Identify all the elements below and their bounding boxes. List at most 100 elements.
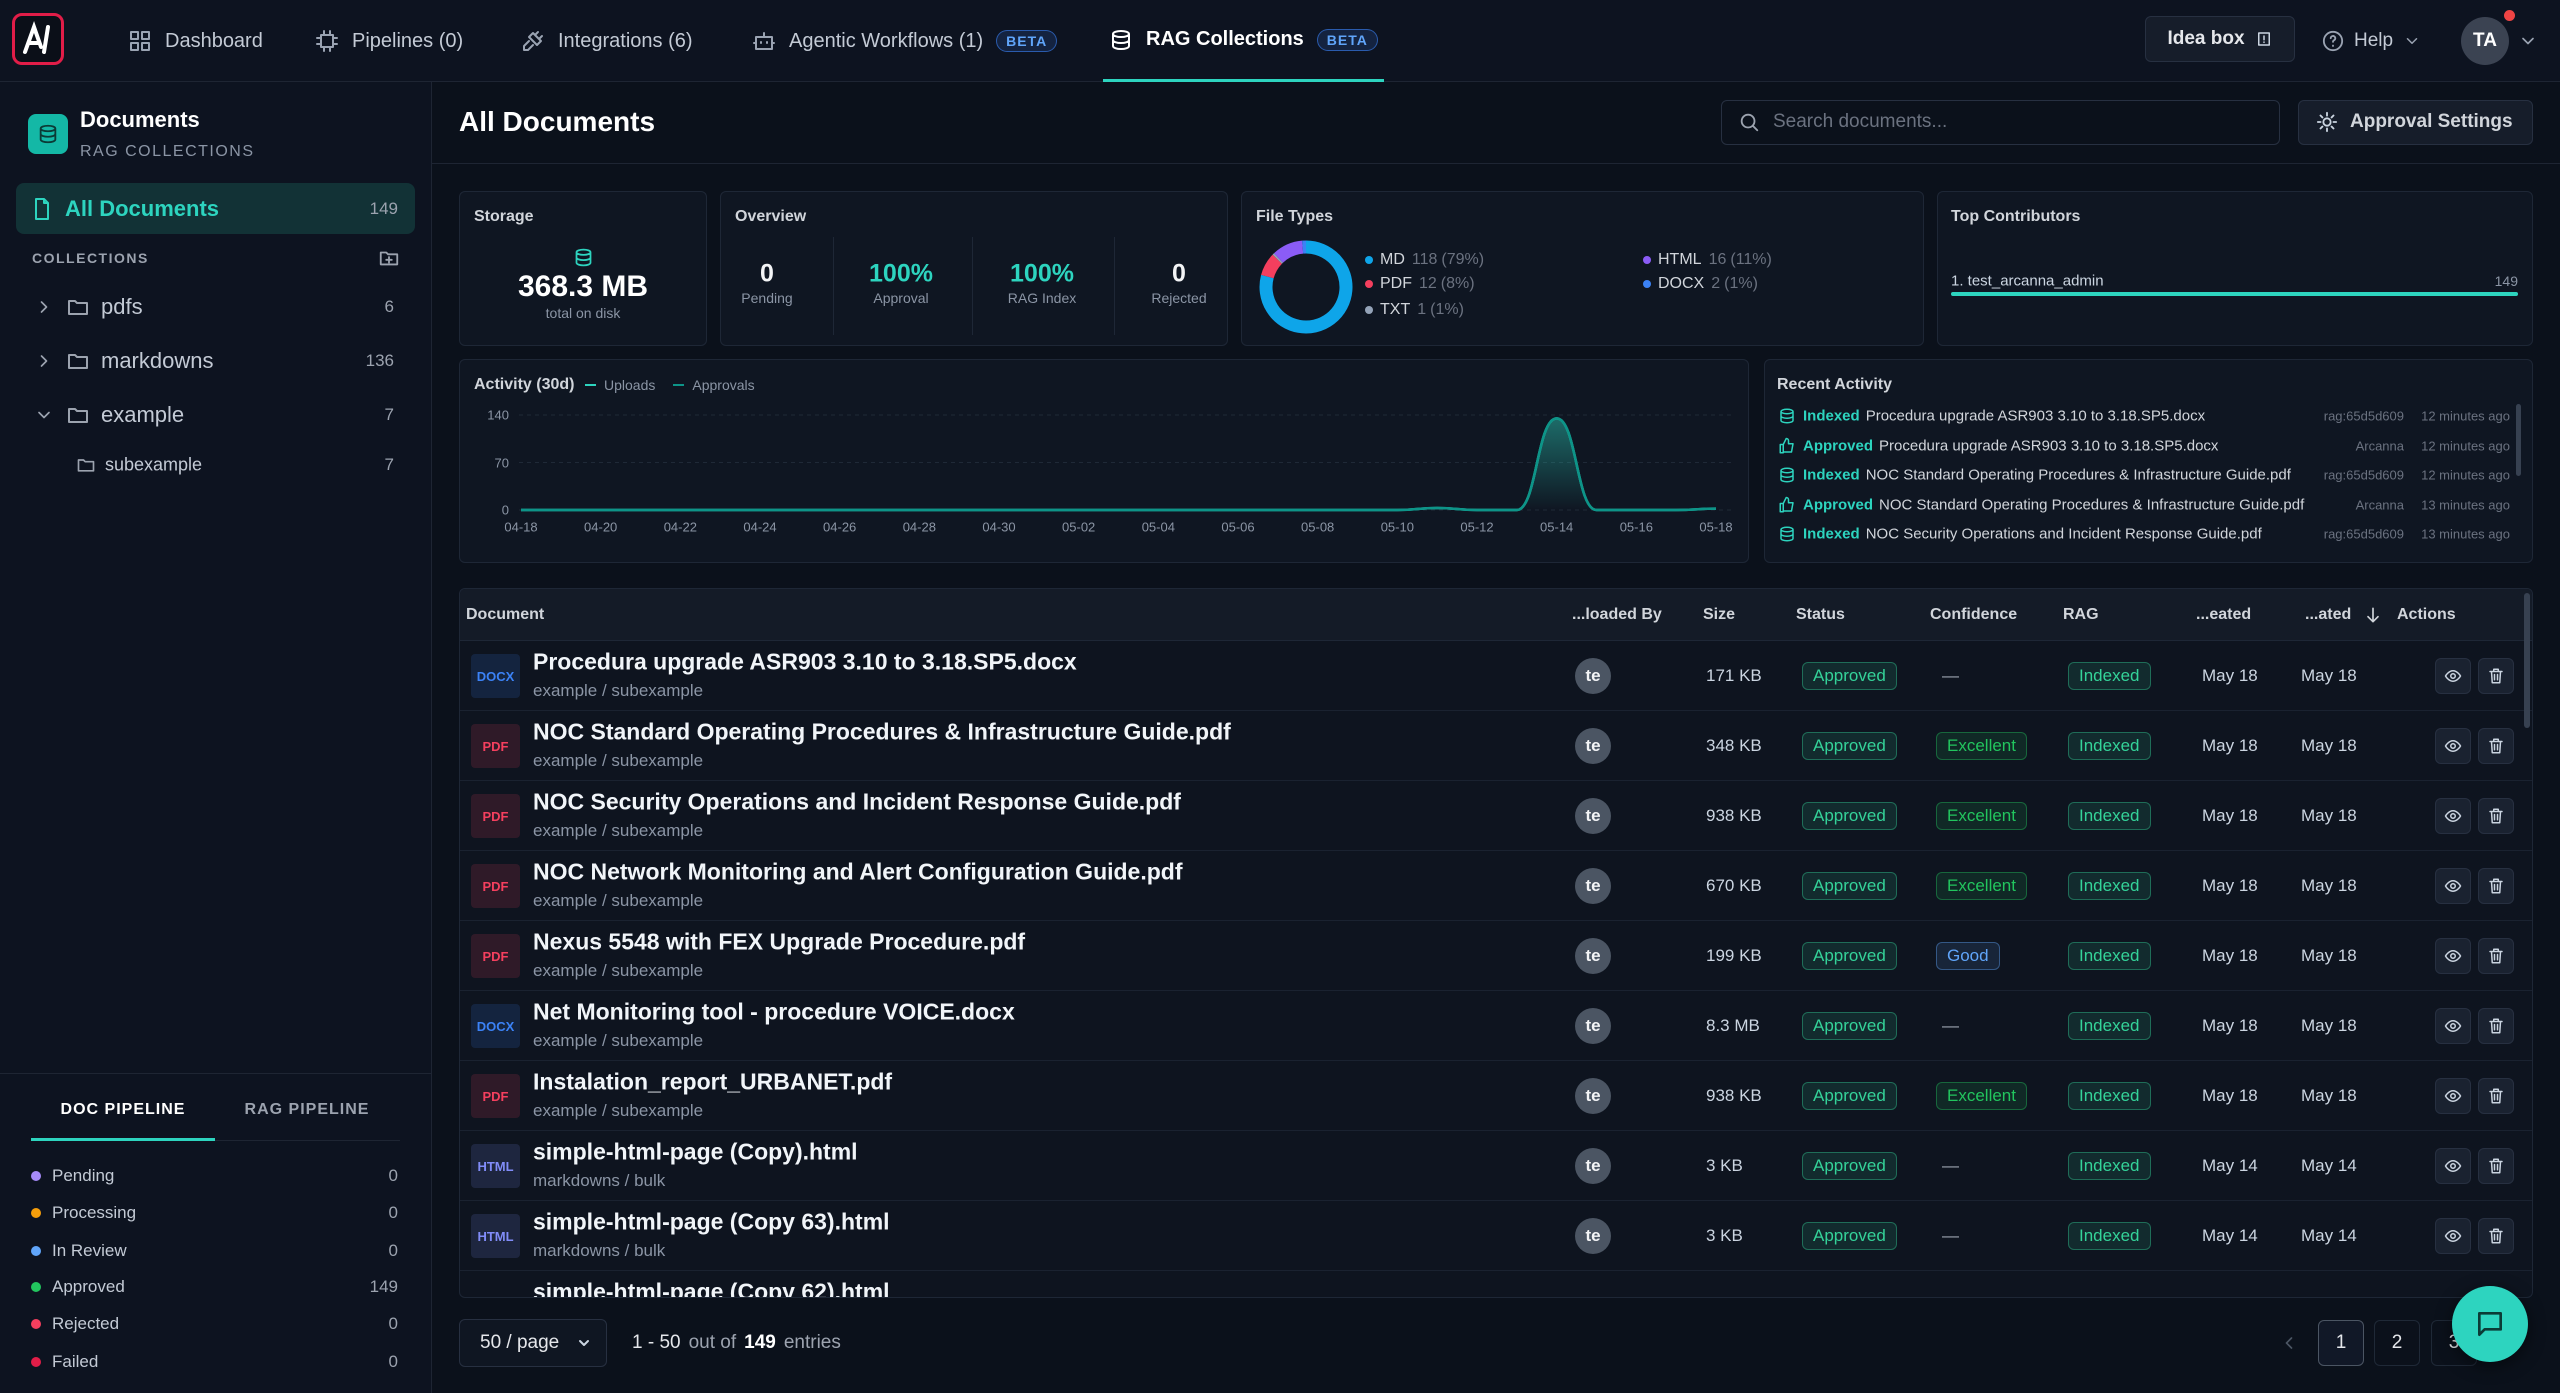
view-button[interactable] <box>2435 868 2471 904</box>
eye-icon <box>2444 810 2462 822</box>
page-button[interactable]: 1 <box>2318 1320 2364 1366</box>
view-button[interactable] <box>2435 1008 2471 1044</box>
column-header[interactable]: RAG <box>2063 606 2099 623</box>
overview-value: 100% <box>1010 259 1074 288</box>
activity-action: Approved <box>1803 437 1874 455</box>
nav-item[interactable]: Pipelines (0) <box>309 0 469 82</box>
activity-entry: Indexed Procedura upgrade ASR903 3.10 to … <box>1803 408 2205 425</box>
delete-button[interactable] <box>2478 1008 2514 1044</box>
icon-path <box>1780 408 1794 424</box>
view-button[interactable] <box>2435 938 2471 974</box>
created-date: May 14 <box>2202 1156 2258 1175</box>
delete-button[interactable] <box>2478 938 2514 974</box>
column-header[interactable]: Size <box>1703 606 1736 623</box>
document-name[interactable]: NOC Standard Operating Procedures & Infr… <box>533 718 1231 745</box>
document-path: example / subexample <box>533 961 704 980</box>
recent-activity-card <box>1764 359 2533 563</box>
view-button[interactable] <box>2435 1218 2471 1254</box>
column-header[interactable]: ...eated <box>2196 606 2252 623</box>
delete-button[interactable] <box>2478 868 2514 904</box>
status-pill: Approved <box>1802 1152 1897 1180</box>
document-name[interactable]: simple-html-page (Copy 62).html <box>533 1278 890 1298</box>
all-documents[interactable] <box>16 183 415 234</box>
icon-path <box>2367 607 2379 623</box>
delete-button[interactable] <box>2478 1078 2514 1114</box>
rag-pill: Indexed <box>2068 1012 2151 1040</box>
column-header[interactable]: Actions <box>2397 606 2456 623</box>
delete-button[interactable] <box>2478 728 2514 764</box>
card-heading: Activity (30d) <box>474 376 575 393</box>
folder-icon <box>77 459 95 472</box>
thumb-icon <box>1779 437 1794 454</box>
document-name[interactable]: NOC Security Operations and Incident Res… <box>533 788 1181 815</box>
card-heading: Storage <box>474 208 534 225</box>
help-menu[interactable]: Help <box>2322 0 2421 82</box>
x-tick-label: 04-22 <box>663 519 697 535</box>
chevD-icon <box>579 1340 589 1346</box>
rag-pill: Indexed <box>2068 1222 2151 1250</box>
document-path: markdowns / bulk <box>533 1171 666 1190</box>
document-name[interactable]: simple-html-page (Copy).html <box>533 1138 858 1165</box>
activity-action: Indexed <box>1803 525 1860 543</box>
delete-button[interactable] <box>2478 1148 2514 1184</box>
page-button[interactable]: 2 <box>2374 1320 2420 1366</box>
approval-settings-button[interactable] <box>2298 100 2533 145</box>
row-divider <box>460 710 2532 711</box>
top-nav: Dashboard Pipelines (0) Integrations (6) Ag… <box>0 0 2560 82</box>
created-date: May 18 <box>2202 736 2258 755</box>
file-types-card <box>1241 191 1924 346</box>
pipeline-tab[interactable]: RAG PIPELINE <box>244 1101 370 1118</box>
document-path: example / subexample <box>533 821 704 840</box>
logo-stroke <box>23 21 50 54</box>
row-divider <box>460 1060 2532 1061</box>
column-header[interactable]: ...loaded By <box>1572 606 1662 623</box>
confidence-pill: Excellent <box>1936 872 2027 900</box>
column-header[interactable]: Status <box>1796 606 1845 623</box>
avatar[interactable]: TA <box>2461 17 2509 65</box>
uploader-avatar: te <box>1575 728 1611 764</box>
view-button[interactable] <box>2435 658 2471 694</box>
view-button[interactable] <box>2435 728 2471 764</box>
nav-label: RAG Collections <box>1146 28 1304 50</box>
logo[interactable] <box>12 13 64 65</box>
nav-item[interactable]: Integrations (6) <box>515 0 699 82</box>
document-path: example / subexample <box>533 751 704 770</box>
rag-pill: Indexed <box>2068 732 2151 760</box>
column-header[interactable]: ...ated <box>2305 606 2352 623</box>
storage-card <box>459 191 707 346</box>
nav-item[interactable]: Dashboard <box>122 0 269 82</box>
nav-item[interactable]: Agentic Workflows (1) BETA <box>746 0 1063 82</box>
delete-button[interactable] <box>2478 1218 2514 1254</box>
view-button[interactable] <box>2435 1148 2471 1184</box>
uploader-avatar: te <box>1575 1078 1611 1114</box>
file-type-label: PDF <box>482 948 509 964</box>
legend-item: DOCX 2 (1%) <box>1643 275 1758 293</box>
idea-box-button[interactable]: Idea box <box>2145 16 2295 62</box>
view-button[interactable] <box>2435 1078 2471 1114</box>
page-number: 2 <box>2391 1332 2403 1353</box>
beta-badge: BETA <box>996 30 1058 52</box>
nav-item[interactable]: RAG Collections BETA <box>1103 0 1384 82</box>
icon-path <box>2444 1160 2462 1172</box>
document-name[interactable]: Net Monitoring tool - procedure VOICE.do… <box>533 998 1015 1025</box>
document-name[interactable]: simple-html-page (Copy 63).html <box>533 1208 890 1235</box>
document-name[interactable]: Nexus 5548 with FEX Upgrade Procedure.pd… <box>533 928 1026 955</box>
document-name[interactable]: Instalation_report_URBANET.pdf <box>533 1068 893 1095</box>
view-button[interactable] <box>2435 798 2471 834</box>
delete-button[interactable] <box>2478 798 2514 834</box>
chat-button[interactable] <box>2452 1286 2528 1362</box>
delete-button[interactable] <box>2478 658 2514 694</box>
updated-date: May 18 <box>2301 876 2357 895</box>
search-box[interactable] <box>1721 100 2280 145</box>
document-name[interactable]: NOC Network Monitoring and Alert Configu… <box>533 858 1183 885</box>
overview-label: Pending <box>741 290 793 306</box>
prev-page[interactable] <box>2266 1320 2312 1366</box>
sidebar-subtitle: RAG COLLECTIONS <box>80 143 255 160</box>
column-header[interactable]: Document <box>466 606 545 623</box>
pipeline-tab[interactable]: DOC PIPELINE <box>60 1101 186 1118</box>
document-name[interactable]: Procedura upgrade ASR903 3.10 to 3.18.SP… <box>533 648 1077 675</box>
trash-icon <box>2489 1088 2503 1104</box>
legend-name: PDF <box>1380 275 1412 292</box>
nav-label: Pipelines (0) <box>352 29 464 52</box>
column-header[interactable]: Confidence <box>1930 606 2018 623</box>
